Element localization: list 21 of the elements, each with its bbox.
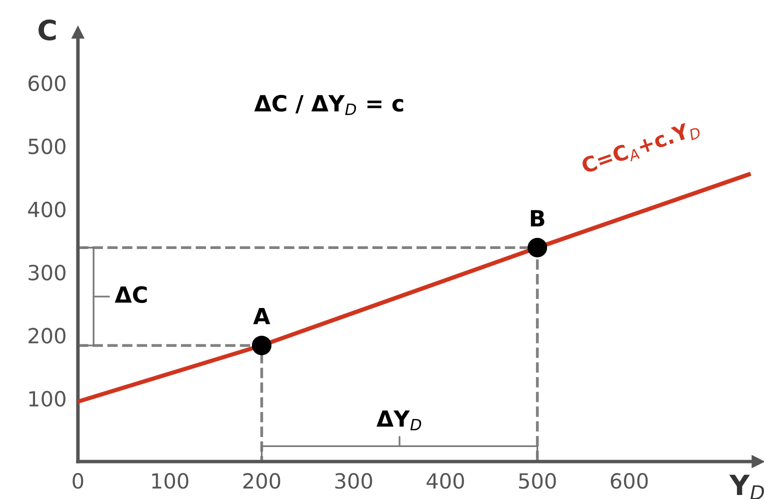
y-tick-label: 600 — [28, 75, 66, 92]
x-tick-label: 600 — [610, 473, 648, 489]
y-tick-label: 300 — [28, 264, 66, 280]
y-tick-label: 100 — [29, 390, 66, 407]
x-tick-label: 500 — [519, 473, 556, 489]
y-tick-label: 200 — [28, 328, 66, 344]
annotation: ΔY$_{D}$ — [376, 410, 422, 430]
text: C=C$_{A}$+c.Y$_{D}$ — [580, 119, 702, 177]
y-axis-title: C — [38, 19, 56, 40]
x-tick-label: 300 — [335, 473, 372, 489]
annotation: A — [253, 308, 270, 324]
y-tick-label: 400 — [28, 202, 66, 218]
annotation: B — [530, 210, 544, 226]
x-tick-label: 400 — [426, 473, 464, 489]
x-tick-label: 100 — [152, 473, 188, 489]
x-tick-label: 0 — [72, 473, 84, 489]
y-tick-label: 500 — [28, 138, 66, 154]
x-tick-label: 200 — [243, 473, 280, 489]
line-series — [78, 172, 751, 404]
annotation: ΔC — [114, 286, 147, 303]
annotation: ΔC / ΔY$_{D}$ = c — [254, 94, 404, 115]
